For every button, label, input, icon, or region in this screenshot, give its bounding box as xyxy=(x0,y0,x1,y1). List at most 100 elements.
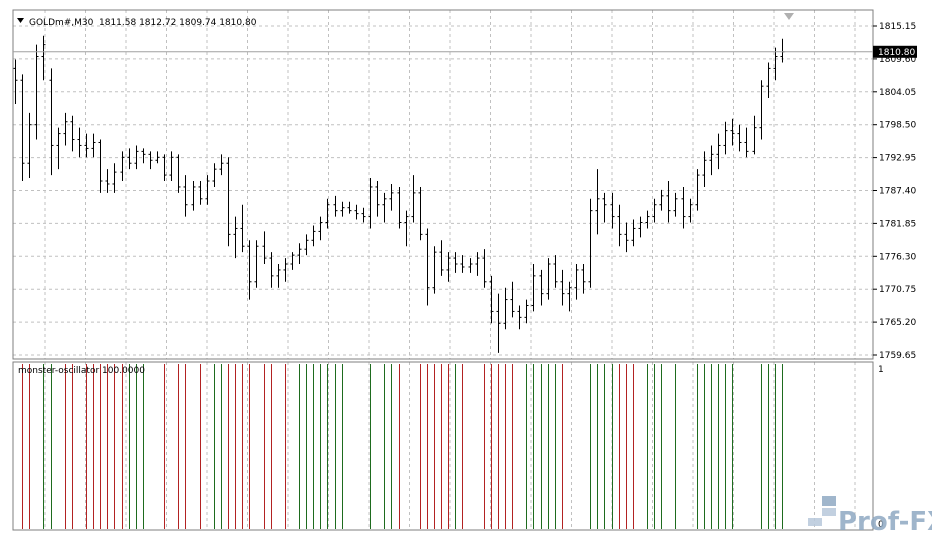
ohlc-bar xyxy=(766,62,771,99)
ohlc-bar xyxy=(432,246,437,294)
ohlc-bar xyxy=(169,151,174,182)
indicator-pane-frame xyxy=(12,361,874,531)
ohlc-bar xyxy=(148,151,153,170)
ohlc-bar xyxy=(212,163,217,187)
symbol-timeframe-label: GOLDm#,M30 xyxy=(29,18,94,28)
ohlc-bar xyxy=(610,192,615,229)
ohlc-bar xyxy=(652,198,657,223)
price-bars xyxy=(13,35,785,353)
ohlc-bar xyxy=(553,255,558,288)
ohlc-bar xyxy=(737,124,742,152)
ohlc-bar xyxy=(397,186,402,229)
ohlc-bar xyxy=(645,210,650,229)
ohlc-bar xyxy=(325,198,330,229)
ohlc-bar xyxy=(673,192,678,217)
ohlc-bar xyxy=(546,258,551,300)
indicator-title: monster-oscillator 100.0000 xyxy=(18,366,145,376)
ohlc-values-label: 1811.58 1812.72 1809.74 1810.80 xyxy=(99,18,257,28)
ohlc-bar xyxy=(524,299,529,324)
ohlc-bar xyxy=(510,281,515,318)
ohlc-bar xyxy=(681,186,686,229)
ohlc-bar xyxy=(659,189,664,211)
price-tick-label: 1815.15 xyxy=(879,22,916,32)
ohlc-bar xyxy=(744,127,749,158)
ohlc-bar xyxy=(198,181,203,205)
ohlc-bar xyxy=(34,44,39,140)
ohlc-bar xyxy=(595,169,600,235)
oscillator-bars xyxy=(22,364,783,529)
ohlc-bar xyxy=(460,255,465,273)
ohlc-bar xyxy=(283,258,288,282)
ohlc-bar xyxy=(631,219,636,247)
ohlc-bar xyxy=(240,204,245,253)
ohlc-bar xyxy=(617,204,622,247)
ohlc-bar xyxy=(134,145,139,170)
ohlc-bar xyxy=(233,216,238,259)
indicator-grid xyxy=(44,362,856,530)
ohlc-bar xyxy=(695,169,700,211)
ohlc-bar xyxy=(70,115,75,152)
indicator-axis-min: 0 xyxy=(878,520,884,530)
ohlc-bar xyxy=(49,68,54,176)
ohlc-bar xyxy=(752,115,757,155)
ohlc-bar xyxy=(219,154,224,176)
ohlc-bar xyxy=(418,186,423,241)
ohlc-bar xyxy=(290,252,295,270)
ohlc-bar xyxy=(446,252,451,282)
ohlc-bar xyxy=(411,175,416,223)
ohlc-bar xyxy=(63,112,68,146)
current-price-box xyxy=(873,45,917,58)
ohlc-bar xyxy=(581,264,586,294)
ohlc-bar xyxy=(468,258,473,273)
ohlc-bar xyxy=(176,154,181,193)
ohlc-bar xyxy=(638,216,643,238)
ohlc-bar xyxy=(127,148,132,170)
ohlc-bar xyxy=(716,133,721,170)
ohlc-bar xyxy=(120,151,125,182)
dropdown-triangle-icon[interactable] xyxy=(17,18,24,23)
ohlc-bar xyxy=(709,145,714,176)
price-axis[interactable]: 1815.15 1809.60 1804.05 1798.50 1792.95 1787.… xyxy=(873,22,916,361)
ohlc-bar xyxy=(354,204,359,220)
ohlc-bar xyxy=(517,305,522,330)
ohlc-bar xyxy=(496,293,501,353)
ohlc-bar xyxy=(382,192,387,223)
ohlc-bar xyxy=(503,287,508,330)
ohlc-bar xyxy=(162,154,167,182)
ohlc-bar xyxy=(425,228,430,306)
ohlc-bar xyxy=(368,178,373,229)
ohlc-bar xyxy=(191,181,196,211)
ohlc-bar xyxy=(247,240,252,300)
ohlc-bar xyxy=(666,181,671,223)
ohlc-bar xyxy=(340,201,345,217)
ohlc-bar xyxy=(482,249,487,288)
price-tick-label: 1787.40 xyxy=(879,187,916,197)
ohlc-bar xyxy=(20,74,25,182)
ohlc-bar xyxy=(262,231,267,265)
ohlc-bar xyxy=(105,169,110,193)
ohlc-bar xyxy=(730,118,735,146)
ohlc-bar xyxy=(333,195,338,217)
ohlc-bar xyxy=(254,240,259,288)
ohlc-bar xyxy=(404,210,409,247)
price-tick-label: 1781.85 xyxy=(879,219,916,229)
chart-shift-marker-icon[interactable] xyxy=(784,13,794,20)
price-grid xyxy=(13,10,873,359)
ohlc-bar xyxy=(624,222,629,253)
ohlc-bar xyxy=(453,252,458,273)
ohlc-bar xyxy=(773,47,778,81)
ohlc-bar xyxy=(304,234,309,256)
ohlc-bar xyxy=(27,112,32,179)
ohlc-bar xyxy=(183,175,188,217)
ohlc-bar xyxy=(567,281,572,312)
ohlc-bar xyxy=(475,252,480,276)
ohlc-bar xyxy=(297,243,302,265)
ohlc-bar xyxy=(539,269,544,306)
ohlc-bar xyxy=(588,198,593,288)
ohlc-bar xyxy=(98,139,103,193)
ohlc-bar xyxy=(276,264,281,288)
watermark-text: Prof-FX xyxy=(838,507,932,536)
ohlc-bar xyxy=(84,133,89,158)
